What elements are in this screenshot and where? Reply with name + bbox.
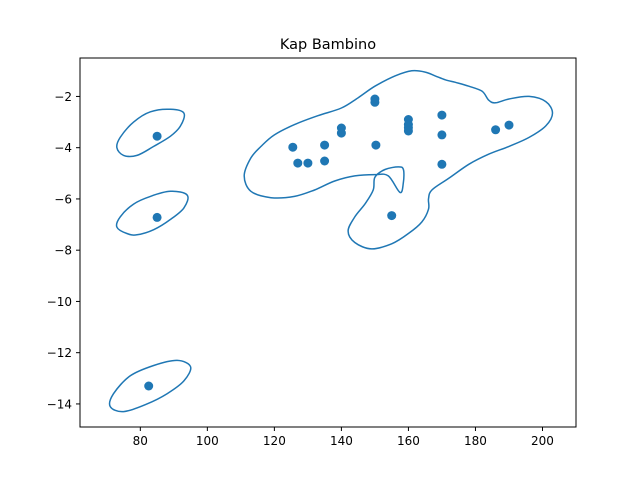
data-point <box>293 158 303 168</box>
density-contours <box>108 69 554 413</box>
data-point <box>403 126 413 136</box>
data-point <box>152 212 162 222</box>
y-tick-label: −2 <box>54 90 72 104</box>
data-point <box>491 125 501 135</box>
plot-frame <box>79 57 577 428</box>
x-tick-label: 200 <box>531 434 554 448</box>
data-point <box>152 131 162 141</box>
x-tick-label: 120 <box>263 434 286 448</box>
data-point <box>288 142 298 152</box>
x-tick-label: 100 <box>196 434 219 448</box>
contour-bottom-left <box>108 359 192 413</box>
y-tick-label: −6 <box>54 192 72 206</box>
data-point <box>387 211 397 221</box>
data-point <box>320 140 330 150</box>
data-point <box>320 156 330 166</box>
chart-title: Kap Bambino <box>280 37 376 53</box>
data-point <box>371 140 381 150</box>
data-point <box>144 381 154 391</box>
data-point <box>437 110 447 120</box>
y-tick-label: −4 <box>54 141 72 155</box>
data-point <box>303 158 313 168</box>
data-points <box>144 94 514 391</box>
y-tick-label: −10 <box>47 295 72 309</box>
contour-upper-left <box>116 108 186 158</box>
data-point <box>336 128 346 138</box>
x-tick-label: 180 <box>464 434 487 448</box>
contour-middle-left <box>115 190 189 236</box>
data-point <box>370 97 380 107</box>
contour-main-cluster <box>243 69 554 250</box>
data-point <box>504 120 514 130</box>
y-tick-label: −8 <box>54 244 72 258</box>
data-point <box>437 159 447 169</box>
y-tick-label: −12 <box>47 346 72 360</box>
x-tick-label: 80 <box>133 434 148 448</box>
x-tick-label: 160 <box>397 434 420 448</box>
data-point <box>437 130 447 140</box>
y-axis: −2 −4 −6 −8 −10 −12 −14 <box>47 90 80 411</box>
y-tick-label: −14 <box>47 397 72 411</box>
x-axis: 80 100 120 140 160 180 200 <box>133 427 554 448</box>
x-tick-label: 140 <box>330 434 353 448</box>
